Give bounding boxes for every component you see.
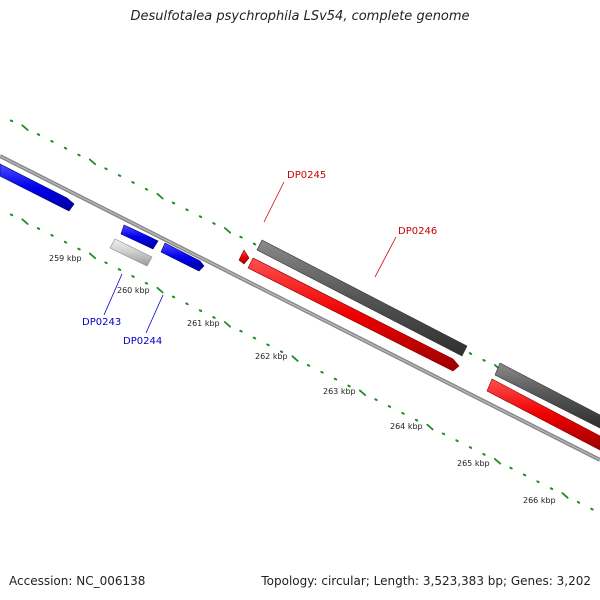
tick-minor <box>536 480 540 484</box>
tick-minor <box>144 281 149 285</box>
tick-minor <box>131 181 135 184</box>
gene-dp0246-gray[interactable] <box>256 239 468 357</box>
tick-labels: 259 kbp 260 kbp 261 kbp 262 kbp 263 kbp … <box>49 254 556 505</box>
tick-minor <box>212 316 216 319</box>
tick-minor <box>171 295 176 299</box>
callout-dp0245: DP0245 <box>263 170 326 223</box>
tick-minor <box>401 412 405 415</box>
tick-minor <box>374 398 378 401</box>
gene-label-dp0245[interactable]: DP0245 <box>287 170 326 181</box>
tick-minor <box>144 187 149 191</box>
callout-dp0244: DP0244 <box>123 294 164 347</box>
tick-minor <box>522 473 527 477</box>
tick-major <box>223 321 232 328</box>
tick-minor <box>468 352 473 355</box>
tick-minor <box>50 234 54 237</box>
tick-minor <box>590 507 594 511</box>
backbone <box>0 154 600 462</box>
gene-dp0244[interactable] <box>160 242 205 272</box>
tick-minor <box>387 405 392 408</box>
gene-dp0246[interactable] <box>247 257 460 372</box>
tick-label: 262 kbp <box>255 352 288 361</box>
tick-minor <box>36 227 41 230</box>
tick-minor <box>468 446 473 449</box>
callout-dp0246: DP0246 <box>374 226 437 278</box>
tick-minor <box>279 350 284 354</box>
tick-major <box>291 355 299 362</box>
tick-minor <box>104 261 108 265</box>
tick-minor <box>185 302 189 306</box>
tick-label: 260 kbp <box>117 286 150 295</box>
gene-light[interactable] <box>109 238 153 267</box>
accession-text: Accession: NC_006138 <box>9 574 146 588</box>
gene-dp0243[interactable] <box>120 224 159 250</box>
tick-major <box>21 218 29 225</box>
tick-minor <box>131 275 135 278</box>
tick-minor <box>63 240 68 244</box>
gene-label-dp0246[interactable]: DP0246 <box>398 226 437 237</box>
tick-row-lower <box>9 213 594 511</box>
tick-minor <box>198 309 203 312</box>
tick-major <box>88 252 97 260</box>
tick-minor <box>252 242 257 246</box>
tick-minor <box>414 418 419 422</box>
tick-minor <box>266 343 270 347</box>
tick-minor <box>117 174 122 177</box>
tick-minor <box>482 453 486 456</box>
tick-major <box>88 158 97 166</box>
tick-label: 261 kbp <box>187 319 220 328</box>
gene-red-2[interactable] <box>486 378 600 451</box>
tick-minor <box>9 213 14 217</box>
tick-label: 263 kbp <box>323 387 356 396</box>
tick-major <box>223 227 232 234</box>
tick-minor <box>333 377 338 381</box>
callout-dp0243: DP0243 <box>82 273 123 328</box>
tick-minor <box>252 336 257 340</box>
tick-major <box>156 192 164 200</box>
tick-major <box>493 457 502 465</box>
tick-major <box>426 423 434 431</box>
tick-minor <box>509 466 513 470</box>
tick-minor <box>320 370 324 374</box>
tick-major <box>156 286 164 294</box>
genome-summary-text: Topology: circular; Length: 3,523,383 bp… <box>261 574 591 588</box>
tick-minor <box>576 500 581 504</box>
tick-label: 259 kbp <box>49 254 82 263</box>
tick-major <box>561 492 569 499</box>
tick-minor <box>36 133 41 136</box>
tick-minor <box>171 201 176 205</box>
tick-minor <box>455 439 459 443</box>
gene-dp0245[interactable] <box>238 249 250 265</box>
tick-major <box>358 389 367 397</box>
tick-minor <box>50 140 54 143</box>
tick-minor <box>185 208 189 212</box>
tick-major <box>21 124 29 131</box>
tick-minor <box>117 268 122 271</box>
tick-minor <box>239 329 243 333</box>
gene-label-dp0244[interactable]: DP0244 <box>123 336 162 347</box>
tick-minor <box>441 432 446 436</box>
tick-minor <box>77 247 81 251</box>
tick-minor <box>63 146 68 150</box>
tick-minor <box>306 364 311 367</box>
tick-minor <box>212 222 216 225</box>
tick-minor <box>104 167 108 171</box>
tick-minor <box>239 235 243 239</box>
gene-label-dp0243[interactable]: DP0243 <box>82 317 121 328</box>
gene-gray-2[interactable] <box>494 362 600 429</box>
tick-minor <box>347 384 351 388</box>
tick-label: 264 kbp <box>390 422 423 431</box>
tick-minor <box>9 119 14 123</box>
tick-minor <box>549 487 554 490</box>
tick-minor <box>482 359 486 362</box>
gene-blue-1[interactable] <box>0 163 75 212</box>
tick-minor <box>77 153 81 157</box>
map-title: Desulfotalea psychrophila LSv54, complet… <box>130 9 470 24</box>
tick-label: 265 kbp <box>457 459 490 468</box>
tick-minor <box>198 215 203 218</box>
tick-label: 266 kbp <box>523 496 556 505</box>
